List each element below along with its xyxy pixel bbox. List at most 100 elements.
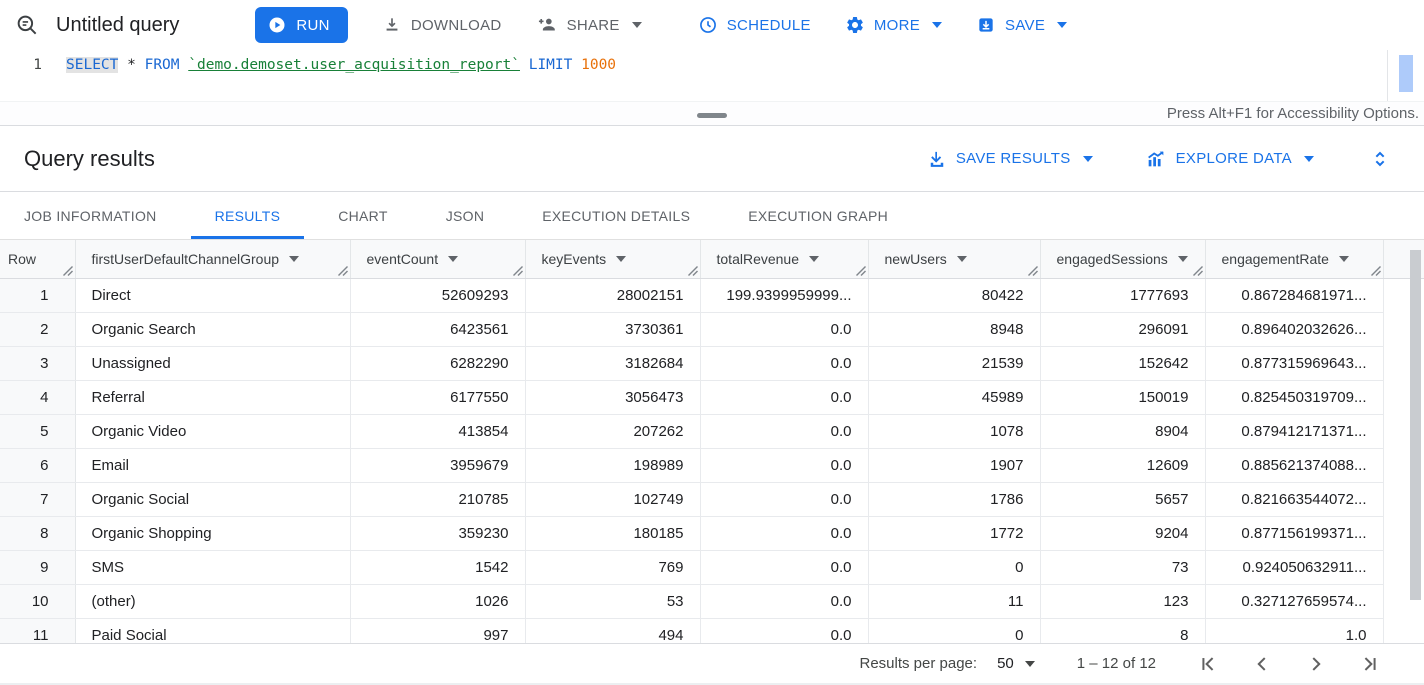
- table-row: 7Organic Social2107851027490.0178656570.…: [0, 482, 1424, 516]
- column-menu-caret-icon[interactable]: [809, 256, 819, 262]
- cell-firstUserDefaultChannelGroup: Email: [75, 448, 350, 482]
- splitter-drag-handle[interactable]: [697, 113, 727, 118]
- column-menu-caret-icon[interactable]: [1178, 256, 1188, 262]
- cell-eventCount: 997: [350, 618, 525, 643]
- column-label: firstUserDefaultChannelGroup: [92, 251, 280, 267]
- table-row: 11Paid Social9974940.0081.0: [0, 618, 1424, 643]
- results-table-wrap: RowfirstUserDefaultChannelGroupeventCoun…: [0, 240, 1424, 643]
- column-resize-handle-icon[interactable]: [337, 265, 348, 276]
- sql-token: LIMIT: [529, 57, 573, 73]
- cell-totalRevenue: 0.0: [700, 618, 868, 643]
- next-page-button[interactable]: [1302, 650, 1330, 678]
- download-button[interactable]: DOWNLOAD: [382, 15, 502, 35]
- cell-firstUserDefaultChannelGroup: Unassigned: [75, 346, 350, 380]
- column-menu-caret-icon[interactable]: [448, 256, 458, 262]
- query-toolbar: Untitled query RUN DOWNLOAD: [0, 0, 1424, 50]
- sql-editor[interactable]: 1 SELECT * FROM `demo.demoset.user_acqui…: [0, 50, 1424, 101]
- tab-execution-graph[interactable]: EXECUTION GRAPH: [724, 192, 912, 239]
- chevron-right-icon: [1305, 653, 1327, 675]
- panel-splitter[interactable]: Press Alt+F1 for Accessibility Options.: [0, 101, 1424, 126]
- query-magnifier-icon: [14, 12, 40, 38]
- more-button[interactable]: MORE: [845, 15, 942, 35]
- column-header-engagementRate[interactable]: engagementRate: [1205, 240, 1383, 278]
- table-body: 1Direct5260929328002151199.9399959999...…: [0, 278, 1424, 643]
- chevron-down-icon: [632, 22, 642, 28]
- column-resize-handle-icon[interactable]: [62, 265, 73, 276]
- collapse-results-button[interactable]: [1366, 145, 1394, 173]
- cell-engagementRate: 0.877156199371...: [1205, 516, 1383, 550]
- table-row: 10(other)1026530.0111230.327127659574...: [0, 584, 1424, 618]
- cell-newUsers: 1786: [868, 482, 1040, 516]
- cell-engagementRate: 0.885621374088...: [1205, 448, 1383, 482]
- cell-engagedSessions: 73: [1040, 550, 1205, 584]
- tab-results[interactable]: RESULTS: [191, 192, 305, 239]
- column-menu-caret-icon[interactable]: [616, 256, 626, 262]
- cell-totalRevenue: 0.0: [700, 312, 868, 346]
- cell-eventCount: 210785: [350, 482, 525, 516]
- column-menu-caret-icon[interactable]: [957, 256, 967, 262]
- column-resize-handle-icon[interactable]: [1370, 265, 1381, 276]
- cell-eventCount: 6282290: [350, 346, 525, 380]
- explore-data-button[interactable]: EXPLORE DATA: [1145, 148, 1314, 170]
- cell-engagedSessions: 8904: [1040, 414, 1205, 448]
- sql-token: SELECT: [66, 57, 118, 73]
- results-title: Query results: [24, 146, 155, 172]
- column-header-eventCount[interactable]: eventCount: [350, 240, 525, 278]
- column-label: totalRevenue: [717, 251, 800, 267]
- table-row: 1Direct5260929328002151199.9399959999...…: [0, 278, 1424, 312]
- save-icon: [976, 15, 996, 35]
- column-resize-handle-icon[interactable]: [1027, 265, 1038, 276]
- cell-eventCount: 359230: [350, 516, 525, 550]
- table-row: 5Organic Video4138542072620.0107889040.8…: [0, 414, 1424, 448]
- cell-firstUserDefaultChannelGroup: Organic Shopping: [75, 516, 350, 550]
- column-header-firstUserDefaultChannelGroup[interactable]: firstUserDefaultChannelGroup: [75, 240, 350, 278]
- chevron-down-icon: [1025, 661, 1035, 667]
- row-number-cell: 11: [0, 618, 75, 643]
- first-page-icon: [1197, 653, 1219, 675]
- column-header-engagedSessions[interactable]: engagedSessions: [1040, 240, 1205, 278]
- bigquery-query-workspace: Untitled query RUN DOWNLOAD: [0, 0, 1424, 685]
- prev-page-button[interactable]: [1248, 650, 1276, 678]
- cell-keyEvents: 3182684: [525, 346, 700, 380]
- save-results-button[interactable]: SAVE RESULTS: [927, 149, 1093, 169]
- gear-icon: [845, 15, 865, 35]
- page-size-select[interactable]: 50: [997, 655, 1035, 672]
- column-menu-caret-icon[interactable]: [1339, 256, 1349, 262]
- table-vertical-scrollbar[interactable]: [1410, 250, 1421, 600]
- tab-execution-details[interactable]: EXECUTION DETAILS: [518, 192, 714, 239]
- column-menu-caret-icon[interactable]: [289, 256, 299, 262]
- save-button[interactable]: SAVE: [976, 15, 1067, 35]
- sql-line-content[interactable]: SELECT * FROM `demo.demoset.user_acquisi…: [56, 50, 616, 101]
- last-page-button[interactable]: [1356, 650, 1384, 678]
- person-add-icon: [536, 14, 558, 36]
- editor-scrollbar[interactable]: [1399, 55, 1413, 92]
- tab-job-information[interactable]: JOB INFORMATION: [0, 192, 181, 239]
- share-button[interactable]: SHARE: [536, 14, 642, 36]
- column-resize-handle-icon[interactable]: [855, 265, 866, 276]
- unfold-icon: [1369, 148, 1391, 170]
- column-header-totalRevenue[interactable]: totalRevenue: [700, 240, 868, 278]
- schedule-button[interactable]: SCHEDULE: [698, 15, 811, 35]
- run-button[interactable]: RUN: [255, 7, 347, 43]
- row-number-cell: 6: [0, 448, 75, 482]
- sql-token: [136, 57, 145, 73]
- column-header-keyEvents[interactable]: keyEvents: [525, 240, 700, 278]
- chevron-left-icon: [1251, 653, 1273, 675]
- column-resize-handle-icon[interactable]: [512, 265, 523, 276]
- save-button-label: SAVE: [1005, 17, 1045, 34]
- cell-keyEvents: 102749: [525, 482, 700, 516]
- column-header-newUsers[interactable]: newUsers: [868, 240, 1040, 278]
- first-page-button[interactable]: [1194, 650, 1222, 678]
- results-table: RowfirstUserDefaultChannelGroupeventCoun…: [0, 240, 1424, 643]
- chevron-down-icon: [1083, 156, 1093, 162]
- page-size-value: 50: [997, 655, 1014, 672]
- column-resize-handle-icon[interactable]: [687, 265, 698, 276]
- row-number-cell: 3: [0, 346, 75, 380]
- download-button-label: DOWNLOAD: [411, 17, 502, 34]
- cell-firstUserDefaultChannelGroup: Organic Search: [75, 312, 350, 346]
- tab-chart[interactable]: CHART: [314, 192, 411, 239]
- column-resize-handle-icon[interactable]: [1192, 265, 1203, 276]
- column-label: eventCount: [367, 251, 439, 267]
- tab-json[interactable]: JSON: [422, 192, 509, 239]
- cell-engagementRate: 1.0: [1205, 618, 1383, 643]
